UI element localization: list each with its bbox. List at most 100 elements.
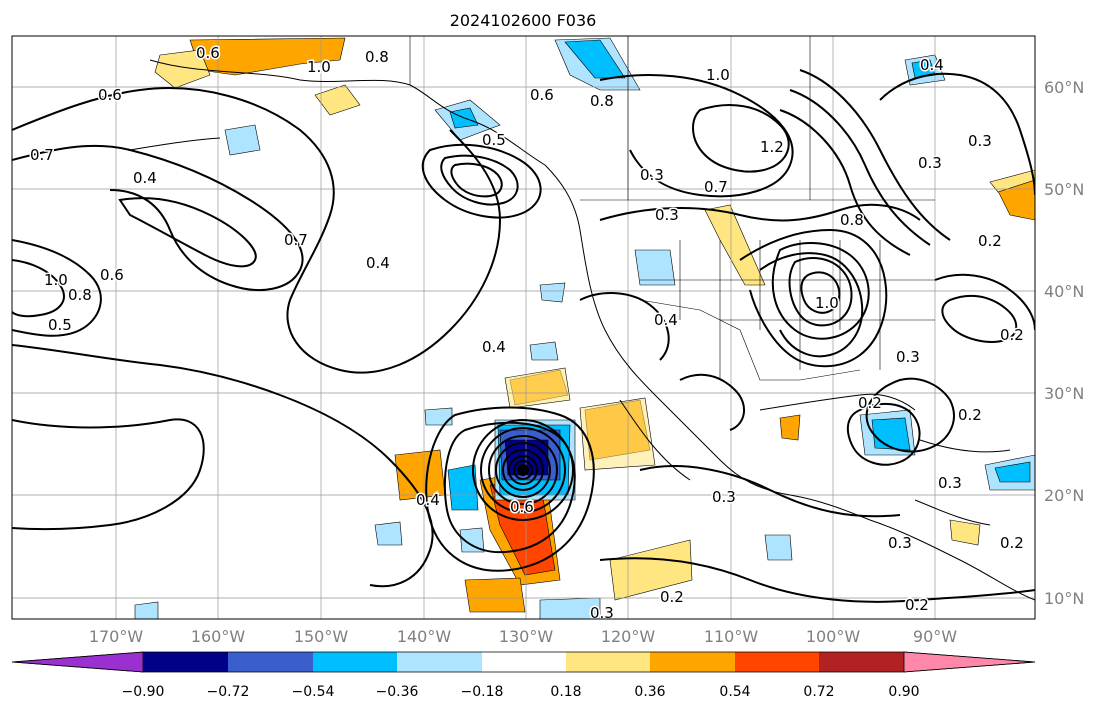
contour-label: 0.3 — [918, 154, 942, 172]
colorbar-tick: −0.54 — [292, 684, 335, 700]
contour-label: 0.3 — [968, 132, 992, 150]
lon-label: 170°W — [89, 627, 144, 646]
longitude-labels: 170°W 160°W 150°W 140°W 130°W 120°W 110°… — [89, 627, 957, 646]
coastlines — [129, 59, 1035, 601]
shade-yellow-carib — [949, 519, 981, 546]
map-area: 0.6 1.0 0.8 0.6 0.8 1.0 0.4 0.6 0.7 0.4 … — [12, 36, 1035, 622]
colorbar-segment — [313, 652, 397, 672]
contour-label: 0.4 — [366, 254, 390, 272]
contour-label: 0.2 — [1000, 534, 1024, 552]
shade-orange-gulf — [779, 414, 801, 441]
colorbar-tick: 0.54 — [719, 684, 750, 700]
contour-label: 0.6 — [530, 86, 554, 104]
lon-label: 110°W — [704, 627, 759, 646]
lon-label: 90°W — [913, 627, 957, 646]
latitude-labels: 60°N 50°N 40°N 30°N 20°N 10°N — [1044, 78, 1084, 608]
map-title: 2024102600 F036 — [450, 11, 597, 30]
contour-label: 0.3 — [655, 206, 679, 224]
shade-blue-gulf — [871, 417, 911, 451]
contour-label: 0.3 — [590, 604, 614, 622]
contour-label: 0.4 — [416, 491, 440, 509]
lat-label: 50°N — [1044, 180, 1084, 199]
colorbar-segment — [228, 652, 313, 672]
lat-label: 30°N — [1044, 384, 1084, 403]
shade-lightblue-south6 — [134, 601, 159, 619]
colorbar-tick: −0.18 — [461, 684, 504, 700]
colorbar-segment — [735, 652, 819, 672]
contour-label: 0.4 — [133, 169, 157, 187]
colorbar-outline — [11, 651, 1036, 673]
lat-label: 40°N — [1044, 282, 1084, 301]
shade-lightblue-south2 — [539, 597, 601, 619]
contour-label: 1.0 — [815, 294, 839, 312]
colorbar-extend-high — [903, 651, 1036, 673]
lon-label: 100°W — [806, 627, 861, 646]
shade-blue-carib — [994, 461, 1031, 483]
gridlines — [12, 36, 1035, 619]
shade-yellow-alaska — [154, 49, 211, 89]
colorbar-tick: 0.90 — [888, 684, 919, 700]
contour-label: 0.3 — [888, 534, 912, 552]
colorbar-tick: −0.90 — [122, 684, 165, 700]
shade-lightblue-south3 — [459, 527, 485, 553]
shade-lightblue-south5 — [424, 407, 453, 426]
shade-lightblue-south1 — [764, 534, 793, 561]
contour-label: 0.2 — [958, 406, 982, 424]
contour-label: 0.2 — [978, 232, 1002, 250]
colorbar-segment — [819, 652, 904, 672]
contour-label: 0.8 — [68, 286, 92, 304]
lat-label: 20°N — [1044, 486, 1084, 505]
lon-label: 160°W — [191, 627, 246, 646]
contour-label: 0.4 — [920, 56, 944, 74]
shade-yellow-rockies — [704, 204, 766, 286]
contour-label: 0.5 — [482, 131, 506, 149]
shade-yellow-gulf — [314, 84, 361, 116]
contour-lines — [12, 69, 1035, 603]
shade-lightblue-pac1 — [539, 282, 566, 303]
contour-label: 0.6 — [100, 266, 124, 284]
shade-blue-west-storm — [447, 464, 479, 511]
lon-label: 130°W — [499, 627, 554, 646]
contour-label: 1.2 — [760, 138, 784, 156]
colorbar-tick: −0.36 — [376, 684, 419, 700]
shade-lightblue-aleut — [224, 124, 261, 156]
colorbar-segment — [397, 652, 482, 672]
contour-label: 0.7 — [704, 178, 728, 196]
lat-label: 60°N — [1044, 78, 1084, 97]
contour-label: 0.3 — [640, 166, 664, 184]
map-frame — [11, 35, 1036, 620]
contour-label: 0.2 — [660, 588, 684, 606]
contour-label: 0.4 — [482, 338, 506, 356]
contour-label: 0.7 — [30, 146, 54, 164]
lon-label: 150°W — [294, 627, 349, 646]
contour-label: 0.6 — [510, 498, 534, 516]
colorbar-tick-labels: −0.90 −0.72 −0.54 −0.36 −0.18 0.18 0.36 … — [122, 684, 920, 700]
contour-label: 0.2 — [858, 394, 882, 412]
contour-label: 0.6 — [196, 44, 220, 62]
contour-label: 0.6 — [98, 86, 122, 104]
shade-blue-nw — [564, 39, 626, 79]
shade-yellow-baja — [504, 367, 571, 409]
colorbar-segment — [566, 652, 650, 672]
contour-label: 0.3 — [938, 474, 962, 492]
contour-label: 0.8 — [840, 211, 864, 229]
colorbar — [11, 651, 1036, 673]
contour-label-group: 0.6 1.0 0.8 0.6 0.8 1.0 0.4 0.6 0.7 0.4 … — [29, 43, 1026, 622]
contour-label: 0.4 — [654, 311, 678, 329]
lon-label: 120°W — [601, 627, 656, 646]
contour-label: 0.8 — [365, 48, 389, 66]
shade-lightblue-south4 — [374, 521, 403, 546]
contour-label: 0.8 — [590, 92, 614, 110]
colorbar-tick: 0.72 — [803, 684, 834, 700]
colorbar-tick: 0.36 — [634, 684, 665, 700]
lon-label: 140°W — [397, 627, 452, 646]
colorbar-segment — [143, 652, 228, 672]
contour-label: 0.2 — [1000, 326, 1024, 344]
colorbar-tick: −0.72 — [207, 684, 250, 700]
shade-yellow-south — [609, 539, 693, 601]
contour-label: 0.5 — [48, 316, 72, 334]
contour-label: 1.0 — [706, 66, 730, 84]
colorbar-tick: 0.18 — [550, 684, 581, 700]
contour-label: 0.3 — [896, 348, 920, 366]
